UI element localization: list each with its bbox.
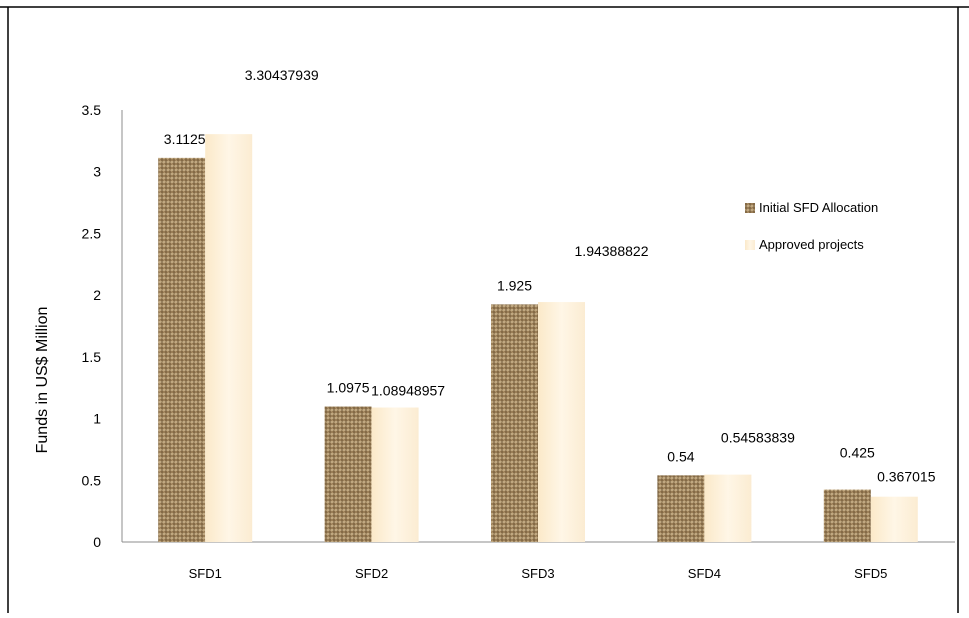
- data-labels: 3.1125 3.30437939 1.0975 1.08948957 1.925 1.9…: [164, 67, 936, 485]
- y-tick-label: 0.5: [82, 472, 102, 488]
- y-tick-label: 0: [93, 534, 101, 550]
- bar-initial-allocation-sfd1: [158, 157, 206, 543]
- x-tick-labels: SFD1 SFD2 SFD3 SFD4 SFD5: [189, 566, 888, 581]
- legend-label-approved-projects: Approved projects: [759, 237, 864, 252]
- bar-initial-allocation-sfd2: [324, 406, 372, 542]
- y-tick-label: 3.5: [82, 102, 102, 118]
- bar-approved-projects-sfd5: [870, 496, 918, 542]
- data-label-approved-projects-sfd1: 3.30437939: [245, 67, 319, 83]
- bars: [158, 134, 918, 543]
- bar-approved-projects-sfd1: [205, 134, 253, 542]
- x-tick-label-sfd3: SFD3: [521, 566, 554, 581]
- y-tick-label: 3: [93, 164, 101, 180]
- bar-initial-allocation-sfd4: [657, 475, 705, 542]
- data-label-approved-projects-sfd5: 0.367015: [877, 469, 936, 485]
- x-tick-label-sfd1: SFD1: [189, 566, 222, 581]
- data-label-approved-projects-sfd2: 1.08948957: [371, 383, 445, 399]
- data-label-initial-allocation-sfd5: 0.425: [840, 445, 875, 461]
- y-tick-label: 1.5: [82, 349, 102, 365]
- data-label-initial-allocation-sfd2: 1.0975: [327, 380, 370, 396]
- y-axis-title: Funds in US$ Million: [34, 307, 51, 454]
- y-tick-label: 2: [93, 287, 101, 303]
- data-label-initial-allocation-sfd3: 1.925: [497, 277, 532, 293]
- legend: Initial SFD Allocation Approved projects: [745, 200, 878, 252]
- data-label-approved-projects-sfd4: 0.54583839: [721, 430, 795, 446]
- legend-label-initial-allocation: Initial SFD Allocation: [759, 200, 878, 215]
- data-label-initial-allocation-sfd4: 0.54: [667, 448, 694, 464]
- legend-swatch-initial-allocation: [745, 203, 755, 213]
- bar-initial-allocation-sfd5: [823, 489, 871, 542]
- bar-initial-allocation-sfd3: [491, 304, 538, 542]
- data-label-initial-allocation-sfd1: 3.1125: [164, 131, 206, 147]
- bar-approved-projects-sfd4: [704, 474, 752, 542]
- y-tick-label: 1: [93, 411, 101, 427]
- data-label-approved-projects-sfd3: 1.94388822: [575, 243, 649, 259]
- bar-approved-projects-sfd3: [538, 302, 585, 542]
- y-tick-label: 2.5: [82, 225, 102, 241]
- bar-approved-projects-sfd2: [371, 407, 419, 542]
- x-tick-label-sfd5: SFD5: [854, 566, 887, 581]
- x-tick-label-sfd4: SFD4: [688, 566, 721, 581]
- legend-swatch-approved-projects: [745, 240, 755, 250]
- y-tick-labels: 0 0.5 1 1.5 2 2.5 3 3.5: [82, 102, 102, 550]
- x-tick-label-sfd2: SFD2: [355, 566, 388, 581]
